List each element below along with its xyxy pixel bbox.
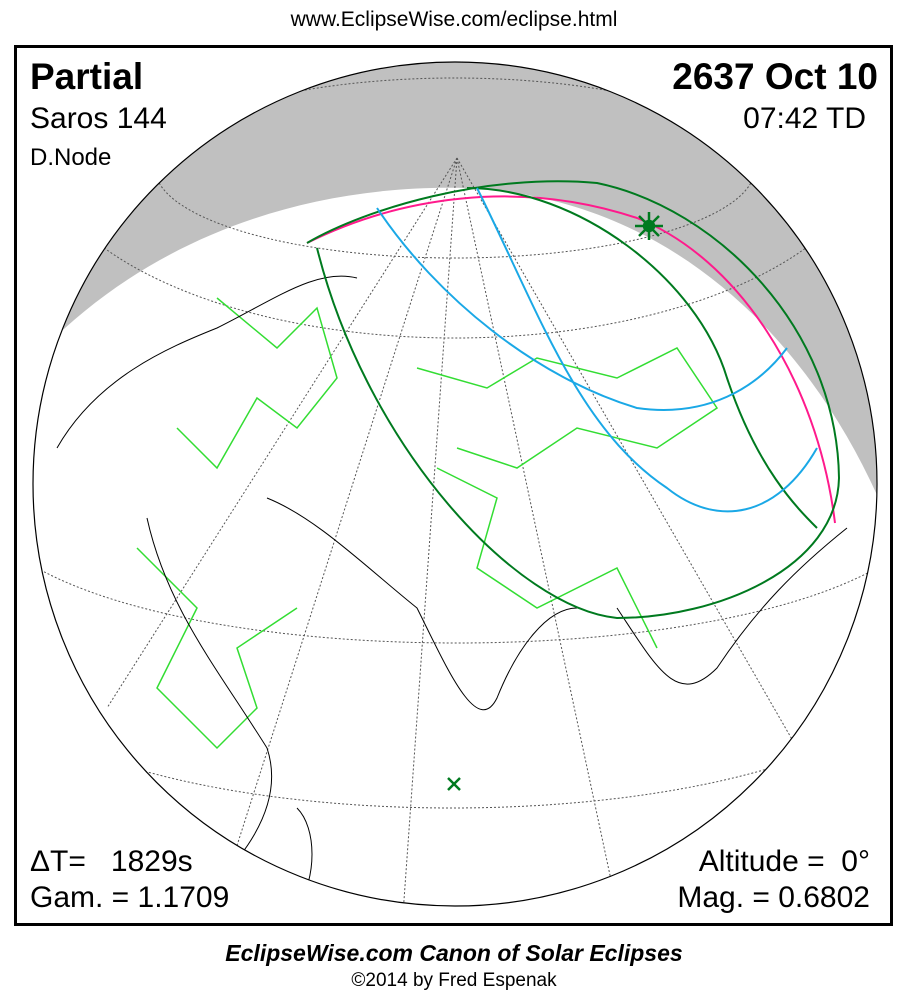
night-shadow — [33, 62, 877, 518]
footer-title: EclipseWise.com Canon of Solar Eclipses — [225, 940, 683, 966]
altitude: Altitude = 0° — [698, 845, 870, 878]
footer-copyright: ©2014 by Fred Espenak — [351, 970, 557, 991]
magnitude-contour-2 — [476, 187, 818, 513]
eclipse-globe-map — [32, 61, 878, 907]
eclipse-type: Partial — [30, 56, 144, 97]
delta-t: ΔT= 1829s — [30, 845, 193, 878]
greatest-eclipse-star-icon — [635, 212, 663, 240]
penumbra-limit-inner — [466, 187, 818, 529]
eclipse-date: 2637 Oct 10 — [672, 56, 878, 97]
map-frame — [14, 45, 893, 926]
eclipse-curves — [306, 180, 841, 620]
saros-number: Saros 144 — [30, 102, 167, 135]
country-borders — [136, 297, 719, 750]
globe — [33, 62, 877, 906]
magnitude-contour-1 — [376, 207, 788, 411]
subsolar-x-icon — [447, 777, 461, 791]
eclipse-time: 07:42 TD — [743, 102, 866, 135]
source-url: www.EclipseWise.com/eclipse.html — [290, 8, 618, 31]
globe-outline — [32, 61, 878, 907]
node: D.Node — [30, 144, 112, 171]
sunrise-sunset-curve — [306, 195, 836, 524]
gamma: Gam. = 1.1709 — [30, 881, 230, 914]
magnitude: Mag. = 0.6802 — [677, 881, 870, 914]
penumbra-limit-outer — [306, 180, 841, 620]
